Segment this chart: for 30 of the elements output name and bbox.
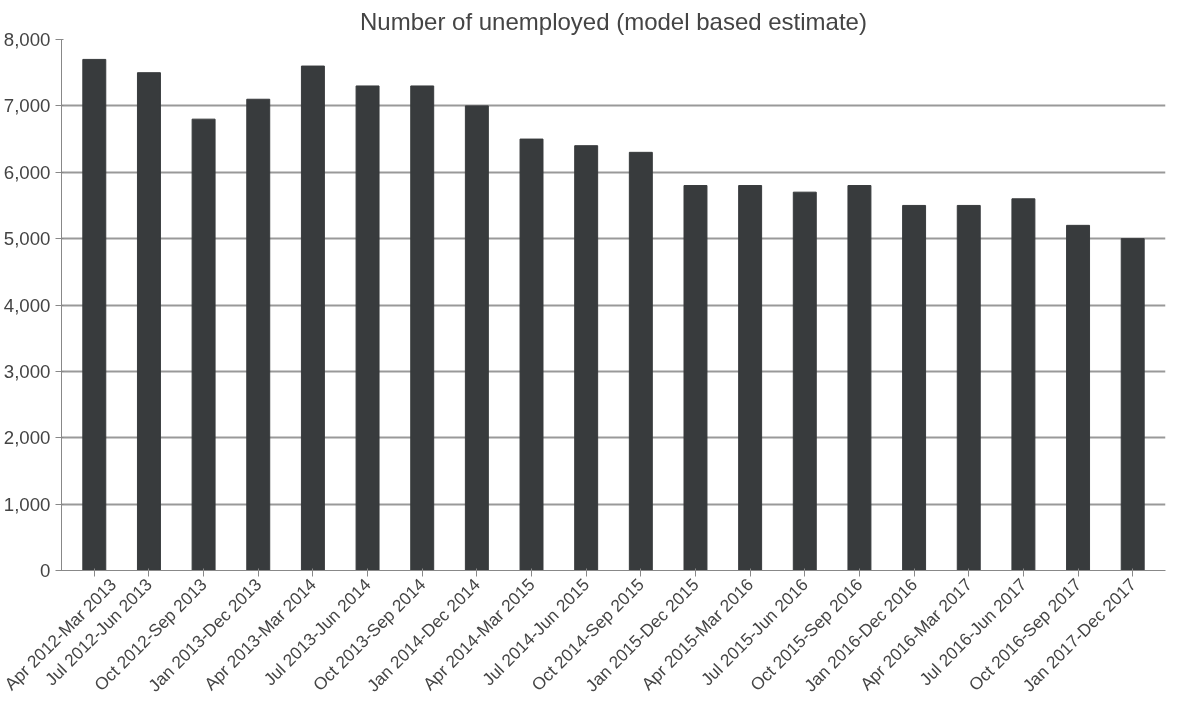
bar — [355, 85, 380, 571]
chart-title: Number of unemployed (model based estimate) — [360, 7, 867, 35]
bar — [82, 58, 107, 571]
y-tick-label: 6,000 — [3, 161, 51, 183]
bar — [464, 105, 489, 571]
y-tick-label: 3,000 — [3, 360, 51, 382]
bar — [136, 72, 161, 571]
bar — [1011, 198, 1036, 571]
y-tick-label: 8,000 — [3, 29, 51, 50]
bar — [956, 204, 981, 571]
bar — [246, 98, 271, 571]
y-tick-label: 1,000 — [3, 493, 51, 515]
y-tick-label: 4,000 — [3, 294, 51, 316]
y-tick-label: 5,000 — [3, 228, 51, 250]
bar — [792, 191, 817, 571]
y-tick-label: 7,000 — [3, 95, 51, 117]
bar — [628, 151, 653, 571]
bar — [519, 138, 544, 571]
bar — [847, 185, 872, 571]
bar — [1066, 224, 1091, 571]
bar — [410, 85, 435, 571]
bar — [902, 204, 927, 571]
y-tick-label: 0 — [40, 560, 51, 581]
y-tick-label: 2,000 — [3, 427, 51, 449]
bar — [1120, 238, 1145, 571]
bar — [300, 65, 325, 571]
bar — [574, 145, 599, 571]
bar — [683, 185, 708, 571]
bar — [191, 118, 216, 571]
bar — [738, 185, 763, 571]
